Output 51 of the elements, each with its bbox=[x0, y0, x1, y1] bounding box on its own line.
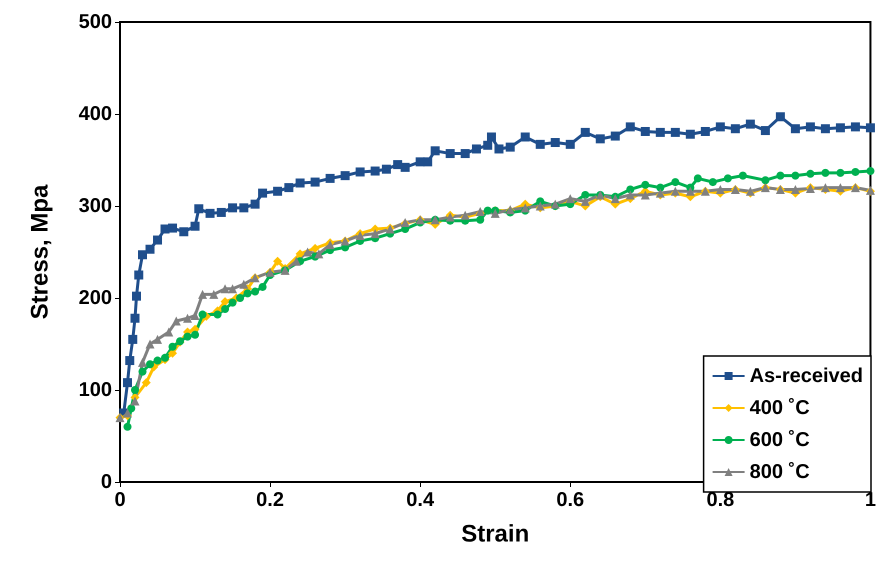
point bbox=[142, 378, 151, 388]
point bbox=[123, 408, 132, 418]
point bbox=[138, 358, 148, 367]
x-axis-title: Strain bbox=[461, 520, 530, 548]
x-tick-label: 0.8 bbox=[706, 489, 734, 511]
point bbox=[310, 244, 320, 253]
x-tick-label: 0.2 bbox=[256, 489, 284, 511]
legend-label: 800 ˚C bbox=[750, 461, 810, 483]
y-tick-label: 400 bbox=[78, 103, 112, 125]
point bbox=[490, 208, 500, 218]
point bbox=[190, 310, 200, 320]
legend-label: As-received bbox=[750, 365, 864, 387]
x-tick-label: 0.6 bbox=[556, 489, 584, 511]
point bbox=[220, 297, 230, 306]
point bbox=[370, 229, 380, 238]
point bbox=[198, 290, 208, 299]
point bbox=[146, 340, 155, 348]
y-tick-label: 100 bbox=[78, 379, 112, 401]
point bbox=[686, 186, 695, 196]
point bbox=[580, 196, 590, 206]
point bbox=[130, 396, 140, 406]
legend-label: 400 ˚C bbox=[750, 397, 810, 419]
x-tick-label: 0.4 bbox=[406, 489, 435, 511]
x-tick-label: 0 bbox=[114, 489, 126, 511]
point bbox=[153, 334, 162, 344]
legend-label: 600 ˚C bbox=[750, 429, 810, 451]
point bbox=[790, 184, 800, 194]
point bbox=[239, 280, 248, 289]
point bbox=[716, 184, 725, 194]
y-tick-label: 500 bbox=[78, 11, 112, 33]
point bbox=[640, 190, 650, 200]
point bbox=[172, 316, 181, 326]
y-tick-label: 200 bbox=[78, 287, 112, 309]
point bbox=[520, 203, 530, 212]
y-axis-title: Stress, Mpa bbox=[26, 184, 54, 320]
point bbox=[626, 190, 635, 200]
point bbox=[836, 183, 845, 192]
y-tick-label: 0 bbox=[100, 471, 112, 493]
point bbox=[209, 290, 218, 299]
point bbox=[220, 284, 230, 294]
point bbox=[314, 249, 324, 258]
point bbox=[164, 328, 174, 337]
y-tick-label: 300 bbox=[78, 195, 112, 217]
point bbox=[296, 249, 305, 258]
point bbox=[610, 194, 620, 204]
point bbox=[228, 284, 238, 294]
point bbox=[566, 194, 575, 204]
point bbox=[183, 314, 192, 323]
point bbox=[273, 256, 282, 266]
point bbox=[303, 248, 312, 256]
x-tick-label: 1 bbox=[864, 489, 876, 511]
